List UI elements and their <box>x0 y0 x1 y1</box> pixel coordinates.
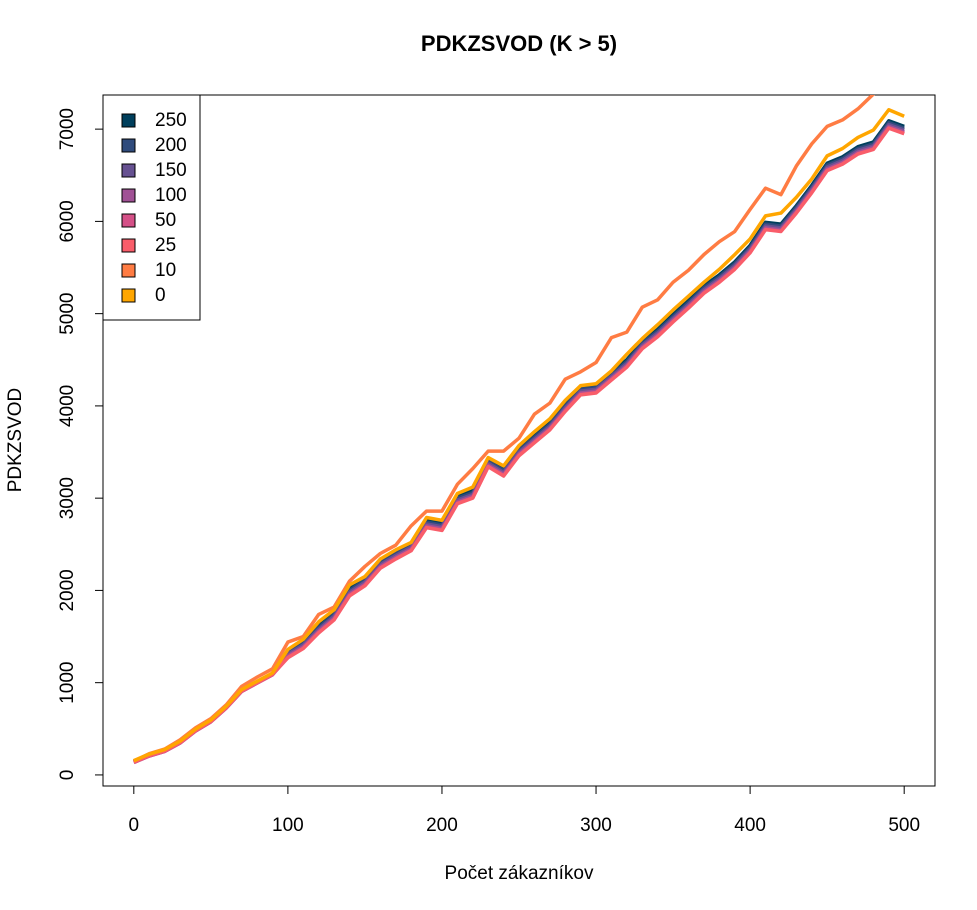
y-tick-label: 0 <box>57 770 78 781</box>
series-line <box>133 95 875 763</box>
x-tick-label: 400 <box>734 815 766 836</box>
y-tick-label: 2000 <box>57 569 78 611</box>
legend-label: 150 <box>155 160 187 181</box>
y-tick-label: 1000 <box>57 662 78 704</box>
legend-box <box>102 94 201 321</box>
legend-label: 250 <box>155 110 187 131</box>
y-tick-label: 4000 <box>57 385 78 427</box>
legend-key <box>121 138 136 153</box>
legend-key <box>121 288 136 303</box>
legend-key <box>121 213 136 228</box>
plot-frame <box>102 94 936 787</box>
legend-label: 25 <box>155 235 176 256</box>
x-tick-label: 100 <box>272 815 304 836</box>
x-tick-label: 500 <box>888 815 920 836</box>
x-tick-label: 0 <box>129 815 140 836</box>
legend-key <box>121 238 136 253</box>
legend-key <box>121 188 136 203</box>
legend-label: 0 <box>155 285 166 306</box>
legend-label: 10 <box>155 260 176 281</box>
legend-key <box>121 263 136 278</box>
y-tick-label: 7000 <box>57 108 78 150</box>
x-tick-label: 200 <box>426 815 458 836</box>
legend-label: 200 <box>155 135 187 156</box>
y-tick-label: 5000 <box>57 293 78 335</box>
legend-key <box>121 163 136 178</box>
legend-label: 100 <box>155 185 187 206</box>
series-line <box>133 108 905 763</box>
x-axis-label: Počet zákazníkov <box>445 863 594 884</box>
chart-title: PDKZSVOD (K > 5) <box>421 31 617 56</box>
y-tick-label: 3000 <box>57 477 78 519</box>
y-axis-label: PDKZSVOD <box>5 388 26 493</box>
x-tick-label: 300 <box>580 815 612 836</box>
lines <box>133 95 905 765</box>
y-tick-label: 6000 <box>57 200 78 242</box>
legend-label: 50 <box>155 210 176 231</box>
legend-key <box>121 113 136 128</box>
